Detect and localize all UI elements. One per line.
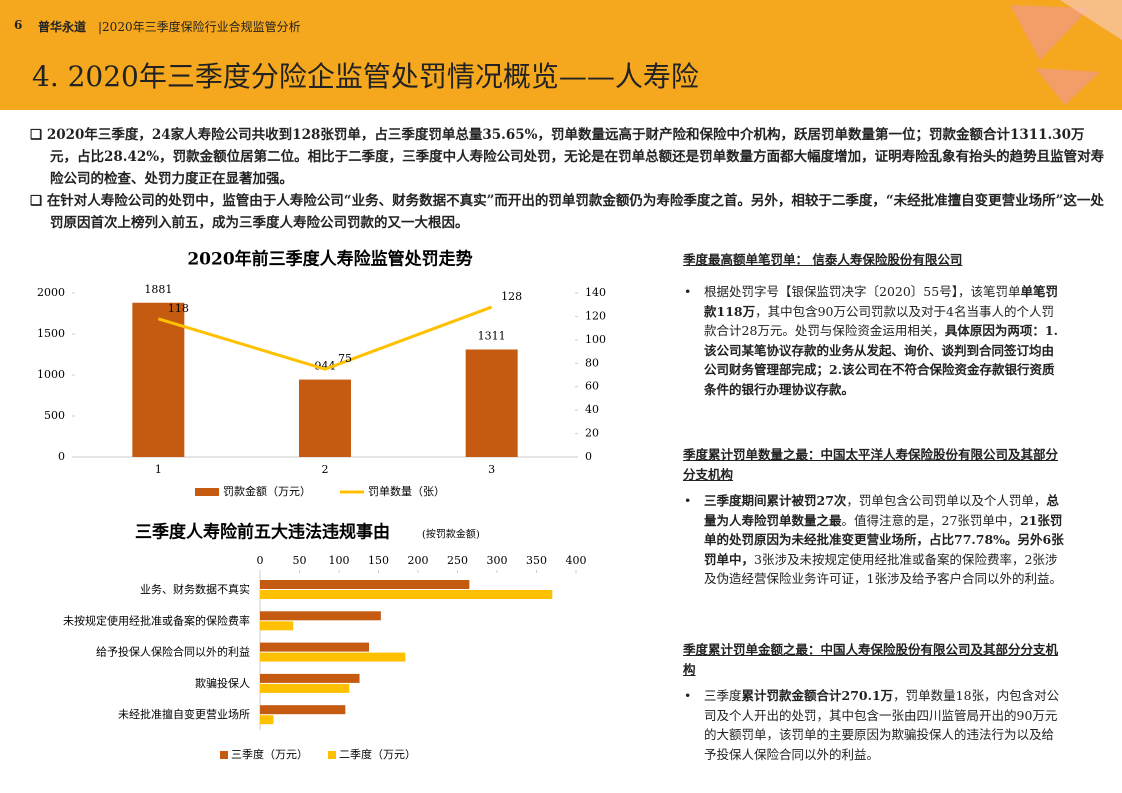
- text-run: 。值得注意的是，27张罚单中，: [841, 512, 1020, 528]
- y-tick-label: 未按规定使用经批准或备案的保险费率: [63, 613, 250, 627]
- y-tick-label: 1000: [37, 368, 65, 381]
- data-label: 1881: [144, 283, 172, 296]
- legend-label: 三季度（万元）: [231, 747, 308, 761]
- header-band: 6 普华永道 |2020年三季度保险行业合规监管分析 4. 2020年三季度分险…: [0, 0, 1122, 110]
- y-tick-label: 欺骗投保人: [195, 676, 250, 690]
- y2-tick-label: 60: [585, 380, 599, 393]
- section-heading: 季度累计罚单数量之最：中国太平洋人寿保险股份有限公司及其部分分支机构: [683, 447, 1059, 482]
- legend-swatch: [220, 751, 228, 759]
- x-tick-label: 150: [368, 554, 389, 567]
- text-run: ，罚单包含公司罚单以及个人罚单，: [846, 493, 1047, 508]
- y2-tick-label: 40: [585, 403, 599, 416]
- bullet: 在针对人寿险公司的处罚中，监管由于人寿险公司“业务、财务数据不真实”而开出的罚单…: [30, 190, 1110, 234]
- page-number: 6: [14, 18, 23, 32]
- x-tick-label: 0: [257, 554, 264, 567]
- bullet: 2020年三季度，24家人寿险公司共收到128张罚单，占三季度罚单总量35.65…: [30, 124, 1110, 190]
- bar: [260, 673, 360, 683]
- y-tick-label: 未经批准擅自变更营业场所: [118, 707, 250, 721]
- bar: [260, 683, 350, 693]
- chart-title: 2020年前三季度人寿险监管处罚走势: [187, 249, 472, 270]
- data-label: 128: [501, 290, 522, 303]
- y-tick-label: 0: [58, 450, 65, 463]
- y2-tick-label: 80: [585, 356, 599, 369]
- page-title: 4. 2020年三季度分险企监管处罚情况概览——人寿险: [32, 60, 699, 93]
- y2-tick-label: 120: [585, 309, 606, 322]
- section-heading: 季度最高额单笔罚单： 信泰人寿保险股份有限公司: [683, 252, 963, 267]
- x-tick-label: 400: [566, 554, 587, 567]
- legend-label: 罚款金额（万元）: [223, 484, 311, 498]
- bar: [260, 652, 406, 662]
- x-tick-label: 50: [293, 554, 307, 567]
- x-tick-label: 300: [487, 554, 508, 567]
- data-label: 75: [338, 352, 352, 365]
- chart-title: 三季度人寿险前五大违法违规事由: [135, 522, 390, 543]
- y2-tick-label: 0: [585, 450, 592, 463]
- chart-subtitle: (按罚款金额): [422, 528, 480, 541]
- trend-chart: 2020年前三季度人寿险监管处罚走势 0 500 1000 1500 2000 0 20 40 6…: [37, 249, 606, 499]
- text-run: 21张罚单的处罚原因为未经批准变更营业场所，占比77.78%。另外6张罚单中，: [704, 512, 1064, 567]
- x-tick-label: 200: [408, 554, 429, 567]
- reason-chart: 三季度人寿险前五大违法违规事由 (按罚款金额) 0 50 100 150 200 250 300…: [63, 522, 587, 762]
- text-run: 根据处罚字号【银保监罚决字〔2020〕55号】，该笔罚单: [704, 284, 1021, 299]
- data-label: 118: [168, 302, 189, 315]
- y-tick-label: 业务、财务数据不真实: [140, 582, 250, 596]
- line: [157, 305, 493, 371]
- data-label: 944: [315, 360, 336, 373]
- x-tick-label: 1: [155, 463, 162, 476]
- bar: [260, 611, 381, 621]
- legend-swatch: [195, 488, 219, 496]
- brand: 普华永道: [38, 20, 87, 34]
- section-text: 根据处罚字号【银保监罚决字〔2020〕55号】，该笔罚单单笔罚款118万，其中包…: [684, 282, 1066, 399]
- y2-tick-label: 140: [585, 286, 606, 299]
- legend-label: 罚单数量（张）: [368, 485, 445, 498]
- data-label: 1311: [478, 329, 506, 342]
- bar: [260, 621, 294, 631]
- text-run: 累计罚款金额合计270.1万: [741, 688, 894, 703]
- header-subtitle: |2020年三季度保险行业合规监管分析: [98, 20, 301, 34]
- bar: [299, 379, 351, 457]
- section-heading: 季度累计罚单金额之最：中国人寿保险股份有限公司及其部分分支机构: [683, 642, 1059, 677]
- text-run: 具体原因为两项：1.该公司某笔协议存款的业务从发起、询价、谈判到合同签订均由公司…: [704, 323, 1058, 397]
- x-tick-label: 350: [526, 554, 547, 567]
- y-tick-label: 1500: [37, 327, 65, 340]
- y-tick-label: 500: [44, 409, 65, 422]
- bar: [260, 580, 470, 589]
- x-tick-label: 100: [329, 554, 350, 567]
- text-run: 总量为人寿险罚单数量之最: [704, 493, 1059, 528]
- text-run: 3张涉及未按规定使用经批准或备案的保险费率，2张涉及伪造经营保险业务许可证，1张…: [704, 551, 1062, 587]
- x-tick-label: 250: [447, 554, 468, 567]
- x-tick-label: 2: [322, 463, 329, 476]
- text-run: ，罚单数量18张，内包含对公司及个人开出的处罚，其中包含一张由四川监管局开出的9…: [704, 688, 1060, 762]
- x-tick-label: 3: [488, 463, 495, 476]
- y2-tick-label: 20: [585, 427, 599, 440]
- bar: [465, 349, 518, 457]
- bar: [260, 590, 553, 599]
- bar: [260, 642, 370, 652]
- y-tick-label: 2000: [37, 286, 65, 299]
- text-run: 三季度期间累计被罚27次: [704, 493, 847, 508]
- text-run: 单笔罚款118万: [704, 284, 1058, 319]
- text-run: 三季度: [704, 688, 742, 703]
- bar: [260, 705, 346, 715]
- bar: [132, 302, 185, 457]
- section-text: 三季度期间累计被罚27次，罚单包含公司罚单以及个人罚单，总量为人寿险罚单数量之最…: [684, 491, 1066, 589]
- bar: [260, 715, 274, 725]
- section-text: 三季度累计罚款金额合计270.1万，罚单数量18张，内包含对公司及个人开出的处罚…: [684, 686, 1066, 764]
- decor: [1010, 0, 1122, 105]
- text-run: ，其中包含90万公司罚款以及对于4名当事人的个人罚款合计28万元。处罚与保险资金…: [704, 303, 1054, 339]
- y2-tick-label: 100: [585, 333, 606, 346]
- y-tick-label: 给予投保人保险合同以外的利益: [96, 645, 250, 659]
- legend-swatch: [328, 751, 336, 759]
- legend-label: 二季度（万元）: [339, 747, 416, 761]
